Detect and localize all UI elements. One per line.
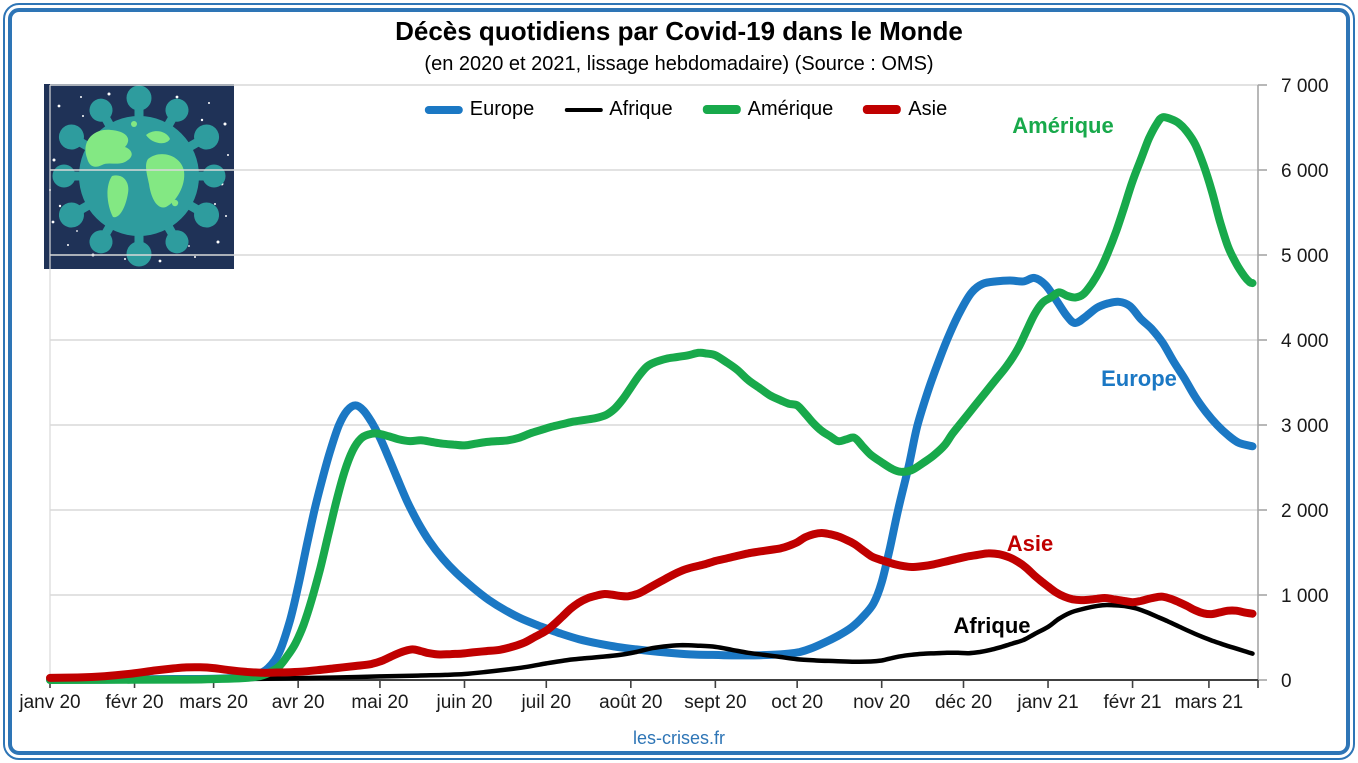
y-axis-label: 3 000 bbox=[1281, 416, 1329, 437]
x-axis-label: mars 21 bbox=[1175, 692, 1244, 713]
x-axis-label: sept 20 bbox=[684, 692, 746, 713]
y-axis-label: 1 000 bbox=[1281, 586, 1329, 607]
series-line-asie bbox=[46, 529, 1257, 682]
legend-item-amérique: Amérique bbox=[702, 98, 834, 121]
chart-legend: Europe Afrique Amérique Asie bbox=[424, 98, 947, 121]
series-label-amérique: Amérique bbox=[1012, 113, 1113, 138]
page-subtitle: (en 2020 et 2021, lissage hebdomadaire) … bbox=[424, 53, 934, 75]
x-axis-label: août 20 bbox=[599, 692, 662, 713]
series-label-asie: Asie bbox=[1007, 531, 1053, 556]
x-axis-label: févr 20 bbox=[105, 692, 163, 713]
legend-swatch-europe bbox=[424, 105, 463, 114]
x-axis-label: mai 20 bbox=[351, 692, 408, 713]
x-axis-label: mars 20 bbox=[179, 692, 248, 713]
x-axis-label: avr 20 bbox=[272, 692, 325, 713]
y-axis-label: 2 000 bbox=[1281, 501, 1329, 522]
source-site-link[interactable]: les-crises.fr bbox=[632, 728, 725, 748]
y-axis-label: 6 000 bbox=[1281, 161, 1329, 182]
x-axis-label: oct 20 bbox=[771, 692, 823, 713]
y-axis-label: 0 bbox=[1281, 671, 1292, 692]
series-line-afrique bbox=[47, 602, 1255, 683]
y-axis-label: 4 000 bbox=[1281, 331, 1329, 352]
legend-label-asie: Asie bbox=[908, 98, 948, 120]
x-axis-label: janv 20 bbox=[18, 692, 80, 713]
legend-swatch-asie bbox=[863, 105, 902, 114]
x-axis-label: févr 21 bbox=[1104, 692, 1162, 713]
series-line-amérique bbox=[46, 113, 1257, 684]
legend-swatch-amérique bbox=[702, 105, 741, 114]
series-label-europe: Europe bbox=[1101, 366, 1177, 391]
x-axis-label: juin 20 bbox=[435, 692, 492, 713]
series-label-afrique: Afrique bbox=[954, 613, 1031, 638]
y-axis-label: 7 000 bbox=[1281, 76, 1329, 97]
legend-label-afrique: Afrique bbox=[609, 98, 673, 120]
legend-item-europe: Europe bbox=[424, 98, 535, 121]
x-axis-label: juil 20 bbox=[520, 692, 571, 713]
legend-item-asie: Asie bbox=[863, 98, 947, 121]
legend-item-afrique: Afrique bbox=[564, 98, 673, 121]
series-line-europe bbox=[46, 273, 1257, 684]
virus-globe-logo bbox=[44, 84, 234, 269]
y-axis-label: 5 000 bbox=[1281, 246, 1329, 267]
x-axis-label: nov 20 bbox=[853, 692, 910, 713]
page-title: Décès quotidiens par Covid-19 dans le Mo… bbox=[395, 16, 963, 46]
continents bbox=[85, 121, 185, 218]
legend-swatch-afrique bbox=[564, 107, 603, 112]
footer: les-crises.fr bbox=[0, 728, 1358, 749]
virus-spikes bbox=[52, 85, 226, 267]
legend-label-amérique: Amérique bbox=[747, 98, 834, 120]
x-axis-label: janv 21 bbox=[1016, 692, 1078, 713]
legend-label-europe: Europe bbox=[469, 98, 535, 120]
x-axis-label: déc 20 bbox=[935, 692, 992, 713]
